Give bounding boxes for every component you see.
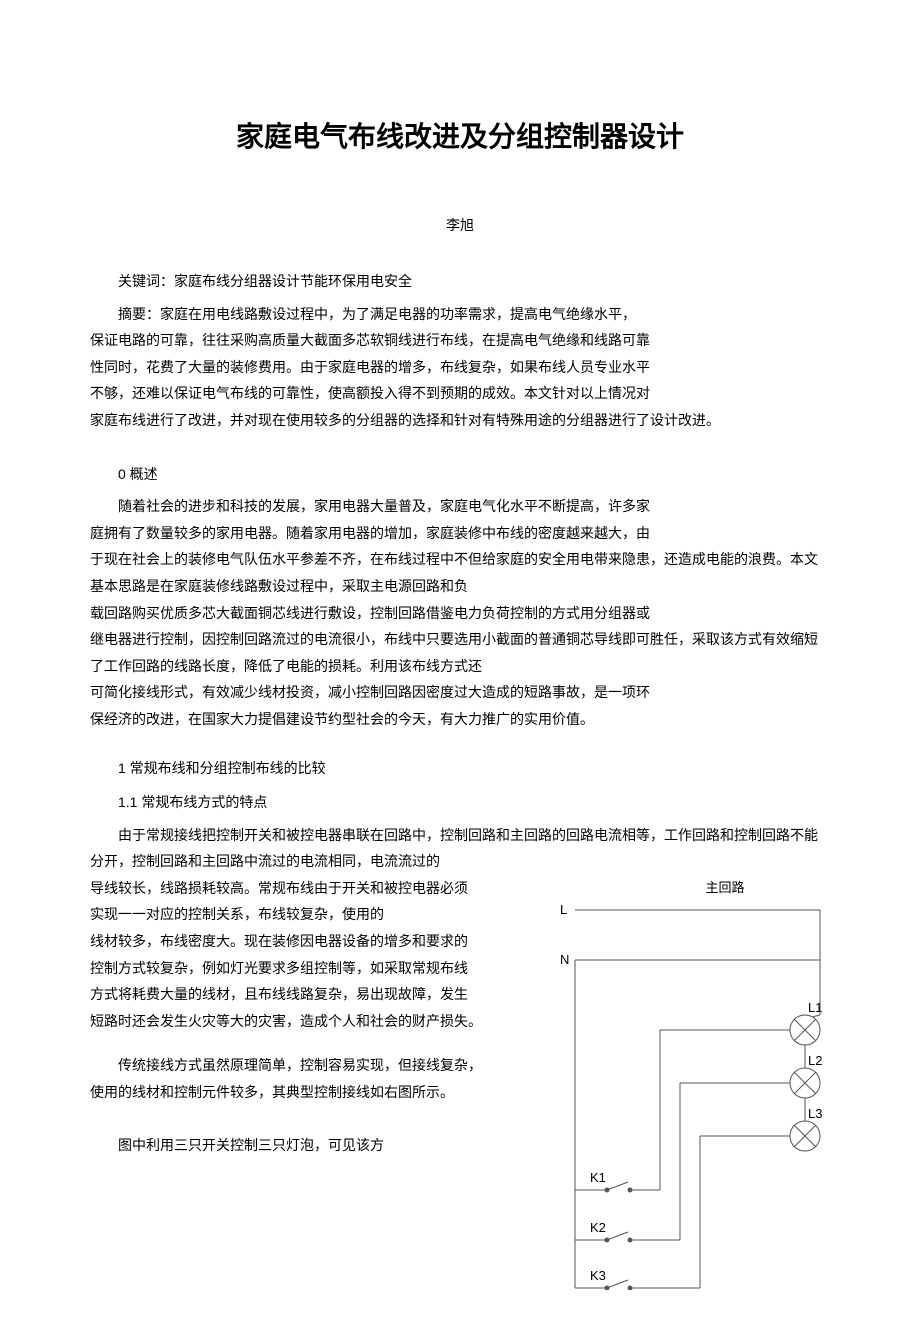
s0-l5: 继电器进行控制，因控制回路流过的电流很小，布线中只要选用小截面的普通铜芯导线即可… [90,628,830,681]
s1p3-l1: 传统接线方式虽然原理简单，控制容易实现，但接线复杂， [90,1054,538,1081]
diagram-title: 主回路 [550,877,830,896]
abstract-l3: 性同时，花费了大量的装修费用。由于家庭电器的增多，布线复杂，如果布线人员专业水平 [90,356,830,383]
circuit-svg: L N L1 L2 L3 K1 K2 K3 [550,900,830,1290]
s1p2-l2: 实现一一对应的控制关系，布线较复杂，使用的 [90,903,538,930]
label-L: L [560,902,567,917]
author: 李旭 [90,215,830,235]
label-K3: K3 [590,1268,606,1283]
keywords-label: 关键词： [118,275,174,290]
s0-l3: 于现在社会上的装修电气队伍水平参差不齐，在布线过程中不但给家庭的安全用电带来隐患… [90,548,830,601]
s1p4: 图中利用三只开关控制三只灯泡，可见该方 [90,1134,538,1161]
s0-l4: 载回路购买优质多芯大截面铜芯线进行敷设，控制回路借鉴电力负荷控制的方式用分组器或 [90,602,830,629]
section0-heading: 0 概述 [90,461,830,488]
abstract-l5: 家庭布线进行了改进，并对现在使用较多的分组器的选择和针对有特殊用途的分组器进行了… [90,409,830,436]
section1-heading: 1 常规布线和分组控制布线的比较 [90,755,830,782]
s1p2-l1: 导线较长，线路损耗较高。常规布线由于开关和被控电器必须 [90,877,538,904]
circuit-diagram: 主回路 [550,877,830,1290]
label-L1: L1 [808,1000,822,1015]
section0-body: 随着社会的进步和科技的发展，家用电器大量普及，家庭电气化水平不断提高，许多家 庭… [90,495,830,734]
keywords-line: 关键词：家庭布线分组器设计节能环保用电安全 [90,270,830,297]
s1p2-l4: 控制方式较复杂，例如灯光要求多组控制等，如采取常规布线 [90,957,538,984]
s0-l2: 庭拥有了数量较多的家用电器。随着家用电器的增加，家庭装修中布线的密度越来越大，由 [90,522,830,549]
abstract-l2: 保证电路的可靠，往往采购高质量大截面多芯软铜线进行布线，在提高电气绝缘和线路可靠 [90,329,830,356]
s1p1-l1: 由于常规接线把控制开关和被控电器串联在回路中，控制回路和主回路的回路电流相等，工… [90,824,830,877]
label-K1: K1 [590,1170,606,1185]
text-diagram-row: 导线较长，线路损耗较高。常规布线由于开关和被控电器必须 实现一一对应的控制关系，… [90,877,830,1290]
abstract-block: 摘要：家庭在用电线路敷设过程中，为了满足电器的功率需求，提高电气绝缘水平， 保证… [90,303,830,436]
s1p2-l5: 方式将耗费大量的线材，且布线线路复杂，易出现故障，发生 [90,983,538,1010]
label-N: N [560,952,569,967]
label-K2: K2 [590,1220,606,1235]
label-L3: L3 [808,1106,822,1121]
abstract-l4: 不够，还难以保证电气布线的可靠性，使高额投入得不到预期的成效。本文针对以上情况对 [90,382,830,409]
label-L2: L2 [808,1053,822,1068]
s1p3-l2: 使用的线材和控制元件较多，其典型控制接线如右图所示。 [90,1081,538,1108]
s0-l7: 保经济的改进，在国家大力提倡建设节约型社会的今天，有大力推广的实用价值。 [90,708,830,735]
flow-text-col: 导线较长，线路损耗较高。常规布线由于开关和被控电器必须 实现一一对应的控制关系，… [90,877,538,1160]
s1p2-l3: 线材较多，布线密度大。现在装修因电器设备的增多和要求的 [90,930,538,957]
page-title: 家庭电气布线改进及分组控制器设计 [90,115,830,155]
s0-l6: 可简化接线形式，有效减少线材投资，减小控制回路因密度过大造成的短路事故，是一项环 [90,681,830,708]
abstract-label: 摘要： [118,308,160,323]
s1p2-l6: 短路时还会发生火灾等大的灾害，造成个人和社会的财产损失。 [90,1010,538,1037]
s0-l1: 随着社会的进步和科技的发展，家用电器大量普及，家庭电气化水平不断提高，许多家 [90,495,830,522]
section1-p1: 由于常规接线把控制开关和被控电器串联在回路中，控制回路和主回路的回路电流相等，工… [90,824,830,877]
keywords-text: 家庭布线分组器设计节能环保用电安全 [174,275,412,290]
section1-sub-heading: 1.1 常规布线方式的特点 [90,789,830,816]
abstract-l1: 家庭在用电线路敷设过程中，为了满足电器的功率需求，提高电气绝缘水平， [160,308,636,323]
